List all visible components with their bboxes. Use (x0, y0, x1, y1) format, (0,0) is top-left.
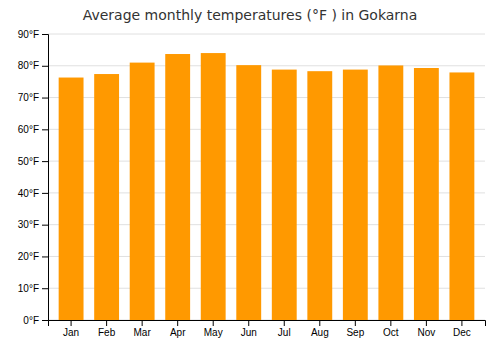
y-tick: 70°F (18, 92, 48, 103)
bar (449, 72, 474, 320)
y-tick-label: 70°F (18, 92, 39, 103)
bar (201, 53, 226, 320)
bar (94, 74, 119, 320)
x-tick-label: Apr (170, 327, 186, 338)
x-tick-label: Sep (346, 327, 364, 338)
y-tick: 60°F (18, 124, 48, 135)
x-tick-label: Jan (63, 327, 79, 338)
y-tick: 20°F (18, 251, 48, 262)
y-tick: 40°F (18, 188, 48, 199)
x-tick-mark (319, 320, 320, 326)
y-tick-label: 40°F (18, 188, 39, 199)
x-tick-mark (390, 320, 391, 326)
x-tick-label: Oct (383, 327, 399, 338)
bar (343, 70, 368, 320)
y-tick-label: 20°F (18, 251, 39, 262)
bar (59, 78, 84, 320)
x-tick: Aug (311, 320, 329, 338)
x-tick-mark (213, 320, 214, 326)
y-tick-mark (42, 225, 48, 226)
x-tick-label: Jul (278, 327, 291, 338)
x-tick: Feb (98, 320, 116, 338)
y-tick-mark (42, 288, 48, 289)
grid-line (48, 65, 485, 66)
x-tick: Oct (383, 320, 399, 338)
x-axis: Jan Feb Mar Apr May Jun Jul Aug Sep Oct Nov Dec (49, 320, 486, 338)
x-tick: May (204, 320, 223, 338)
x-tick-mark (461, 320, 462, 326)
y-tick-label: 10°F (18, 283, 39, 294)
bar (130, 63, 155, 320)
x-tick-mark (142, 320, 143, 326)
bars (59, 53, 475, 320)
x-tick: Dec (453, 320, 471, 338)
y-tick: 30°F (18, 219, 48, 230)
x-tick: Jul (278, 320, 291, 338)
bar (414, 68, 439, 320)
y-tick: 50°F (18, 156, 48, 167)
x-tick-mark (284, 320, 285, 326)
x-tick-mark (248, 320, 249, 326)
y-tick-mark (42, 161, 48, 162)
y-tick-mark (42, 34, 48, 35)
y-tick-mark (42, 193, 48, 194)
x-tick: Mar (134, 320, 152, 338)
x-tick: Jun (241, 320, 257, 338)
x-tick: Jan (63, 320, 79, 338)
y-tick: 90°F (18, 29, 48, 40)
x-tick-label: Jun (241, 327, 257, 338)
y-tick-mark (42, 98, 48, 99)
y-tick-label: 0°F (23, 315, 39, 326)
y-tick-mark (42, 66, 48, 67)
x-tick-mark (106, 320, 107, 326)
y-tick: 0°F (23, 315, 48, 326)
bar (307, 71, 332, 320)
x-tick: Sep (346, 320, 364, 338)
x-tick: Nov (417, 320, 435, 338)
x-tick-label: Nov (417, 327, 435, 338)
y-tick-mark (42, 320, 48, 321)
grid (48, 34, 485, 320)
y-axis: 0°F 10°F 20°F 30°F 40°F 50°F 60°F 70°F 80°F 90°F (18, 29, 49, 326)
y-tick-label: 50°F (18, 156, 39, 167)
y-tick-label: 80°F (18, 60, 39, 71)
x-tick-mark (426, 320, 427, 326)
grid-line (48, 34, 485, 35)
y-tick-label: 90°F (18, 29, 39, 40)
y-tick-label: 30°F (18, 219, 39, 230)
x-tick-label: Feb (98, 327, 116, 338)
bar (165, 54, 190, 320)
chart: 0°F 10°F 20°F 30°F 40°F 50°F 60°F 70°F 80°F 90°F J… (0, 0, 500, 350)
y-tick-mark (42, 256, 48, 257)
x-tick-label: May (204, 327, 223, 338)
x-tick-mark (71, 320, 72, 326)
x-tick-label: Dec (453, 327, 471, 338)
y-tick-label: 60°F (18, 124, 39, 135)
x-tick-label: Mar (134, 327, 152, 338)
x-tick-mark (355, 320, 356, 326)
bar (272, 70, 297, 320)
x-tick: Apr (170, 320, 186, 338)
x-tick-mark (177, 320, 178, 326)
plot: 0°F 10°F 20°F 30°F 40°F 50°F 60°F 70°F 80°F 90°F J… (18, 29, 486, 338)
x-tick-label: Aug (311, 327, 329, 338)
y-tick: 80°F (18, 60, 48, 71)
bar (378, 65, 403, 320)
y-axis-line (42, 35, 49, 321)
y-tick-mark (42, 129, 48, 130)
title: Average monthly temperatures (°F ) in Go… (83, 7, 418, 23)
y-tick: 10°F (18, 283, 48, 294)
x-axis-line (49, 321, 486, 327)
bar (236, 65, 261, 320)
